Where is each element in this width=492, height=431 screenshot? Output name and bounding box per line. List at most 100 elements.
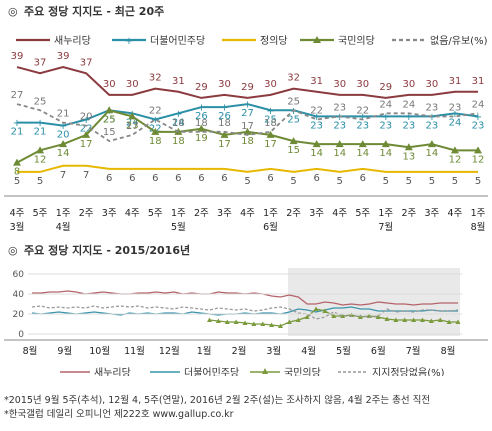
chart1-data-label-0-6: 32 (149, 73, 162, 84)
chart1-data-label-3-1: 12 (34, 154, 47, 165)
chart2-series-line-3-0 (31, 305, 459, 320)
chart2-plot (31, 268, 461, 336)
chart1-data-label-3-16: 14 (379, 148, 392, 159)
chart1-data-label-3-5: 23 (126, 120, 139, 131)
chart1-data-label-1-14: 23 (333, 120, 346, 131)
chart1-legend-item-1: + 더불어민주당 (112, 35, 205, 47)
chart1-data-label-4-8: 18 (195, 118, 208, 129)
chart1-data-label-1-20: 23 (472, 120, 485, 131)
chart1-data-label-3-11: 17 (264, 139, 277, 150)
chart1-x-tick-7: 1주 (171, 208, 186, 219)
chart1-data-label-0-19: 31 (449, 76, 462, 87)
chart1-data-label-2-10: 5 (244, 176, 250, 187)
chart1-x-month-16: 7월 (378, 221, 393, 233)
chart2-legend-item-2: 국민의당 (250, 367, 321, 376)
chart1-data-label-1-17: 23 (402, 120, 415, 131)
chart1-marker-3-19 (450, 146, 459, 154)
chart1-x-tick-6: 5주 (148, 208, 163, 219)
chart1-data-label-1-19: 24 (449, 117, 462, 128)
chart1-data-label-2-20: 5 (475, 176, 481, 187)
chart1-data-label-1-5: 24 (126, 117, 139, 128)
chart1-marker-1-15: + (359, 112, 367, 123)
chart1-x-tick-14: 4주 (332, 208, 347, 219)
chart2-legend-item-3: 지지정당없음(%) (338, 366, 445, 376)
chart2-x-tick-6: 2월 (232, 345, 247, 357)
chart1-legend-item-3: 국민의당 (300, 35, 375, 47)
chart1-x-tick-16: 1주 (378, 208, 393, 219)
chart1-marker-1-13: + (312, 112, 320, 123)
chart2-marker: ◎ (8, 244, 18, 257)
chart2-recent-shade (288, 268, 460, 336)
chart1-legend: 새누리당 + 더불어민주당 정의당 국민의당 없음/유보(%) (16, 34, 488, 47)
chart1-data-label-1-11: 25 (264, 114, 277, 125)
chart1-marker-1-3: + (82, 115, 90, 126)
chart1-marker-1-8: + (197, 103, 205, 114)
chart2-legend-label-0: 새누리당 (94, 367, 131, 376)
chart1-marker-1-6: + (151, 115, 159, 126)
chart1-data-label-3-3: 17 (80, 139, 93, 150)
chart2-x-tick-0: 8월 (23, 345, 38, 357)
chart1-marker-1-17: + (405, 112, 413, 123)
chart1-data-label-2-18: 5 (429, 176, 435, 187)
chart1-marker-1-18: + (428, 112, 436, 123)
chart1-x-tick-1: 5주 (33, 208, 48, 219)
chart2-legend: 새누리당 더불어민주당 국민의당 지지정당없음(%) (60, 366, 445, 376)
chart1-marker-3-10 (243, 127, 252, 135)
chart1-data-label-3-2: 14 (57, 148, 70, 159)
chart1-data-label-1-3: 22 (80, 124, 93, 135)
chart1-data-label-2-12: 5 (290, 176, 296, 187)
chart1-data-label-4-19: 23 (449, 102, 462, 113)
chart2-legend-label-1: 더불어민주당 (184, 367, 239, 376)
chart1-marker-1-1: + (36, 118, 44, 129)
chart1-data-label-0-17: 30 (402, 79, 415, 90)
chart2-legend-label-2: 국민의당 (284, 367, 321, 376)
chart1-x-month-7: 5월 (171, 221, 186, 233)
chart1-series-line-0 (16, 66, 478, 99)
chart1-data-label-0-2: 39 (57, 51, 70, 62)
chart1-data-label-2-0: 5 (14, 176, 20, 187)
chart1-data-label-2-5: 6 (129, 173, 135, 184)
chart1-marker-3-18 (427, 140, 436, 148)
chart1-data-label-1-7: 24 (172, 117, 185, 128)
chart1-data-label-1-4: 25 (103, 114, 116, 125)
chart1-data-label-2-19: 5 (452, 176, 458, 187)
chart2-y-tick-1: 20 (13, 310, 25, 320)
chart1-data-label-2-13: 6 (313, 173, 319, 184)
chart1-marker-1-19: + (451, 109, 459, 120)
chart1-title: 주요 정당 지지도 - 최근 20주 (24, 4, 164, 18)
chart2-series-line-1-0 (31, 306, 458, 316)
chart1-x-tick-3: 2주 (79, 208, 94, 219)
chart1-data-label-0-20: 31 (472, 76, 485, 87)
chart1-data-label-4-9: 18 (218, 118, 231, 129)
chart1-data-label-0-5: 30 (126, 79, 139, 90)
chart1-marker-3-11 (266, 130, 275, 138)
chart2-x-tick-1: 9월 (57, 345, 72, 357)
chart1-x-axis: 4주 3월 5주 1주 4월 2주 3주 4주 5주 1주 5월 2주 3주 4주 1주 6월 2주 3주 4주 5주… (4, 195, 488, 233)
chart1-legend-label-3: 국민의당 (338, 35, 375, 47)
chart1-marker-3-20 (474, 146, 482, 154)
chart1-legend-label-4: 없음/유보(%) (430, 34, 488, 47)
chart1-series-line-4 (16, 103, 479, 143)
chart1-data-label-4-20: 24 (472, 99, 485, 110)
chart1-data-label-3-7: 18 (172, 136, 185, 147)
chart1-data-label-3-12: 15 (287, 145, 300, 156)
chart1-x-tick-19: 4주 (448, 208, 463, 219)
footnote-1: *2015년 9월 5주(추석), 12월 4, 5주(연말), 2016년 2… (4, 395, 431, 406)
chart1-data-label-0-0: 39 (11, 51, 24, 62)
chart2-x-tick-9: 5월 (336, 345, 351, 357)
chart-recent-20-weeks: ◎ 주요 정당 지지도 - 최근 20주 새누리당 + 더불어민주당 정의당 국민의당 없… (4, 4, 488, 233)
chart1-data-label-0-8: 29 (195, 82, 208, 93)
chart2-x-tick-7: 3월 (266, 345, 281, 357)
chart1-data-label-0-1: 37 (34, 57, 47, 68)
chart1-marker-3-5 (128, 112, 137, 120)
chart1-x-tick-15: 5주 (355, 208, 370, 219)
chart1-legend-item-2: 정의당 (222, 35, 288, 47)
chart2-legend-item-0: 새누리당 (60, 367, 131, 376)
footnote-2: *한국갤럽 데일리 오피니언 제222호 www.gallup.co.kr (4, 409, 234, 420)
chart1-data-label-2-14: 5 (337, 176, 343, 187)
chart1-data-label-0-9: 30 (218, 79, 231, 90)
chart1-data-label-1-0: 21 (11, 127, 24, 138)
chart1-marker-1-2: + (59, 121, 67, 132)
chart1-series-line-1 (17, 103, 479, 127)
chart1-x-tick-12: 2주 (286, 208, 301, 219)
